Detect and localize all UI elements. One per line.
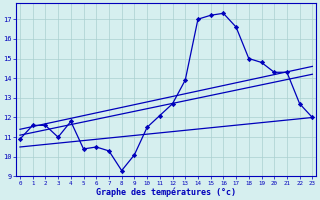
X-axis label: Graphe des températures (°c): Graphe des températures (°c) [96, 187, 236, 197]
